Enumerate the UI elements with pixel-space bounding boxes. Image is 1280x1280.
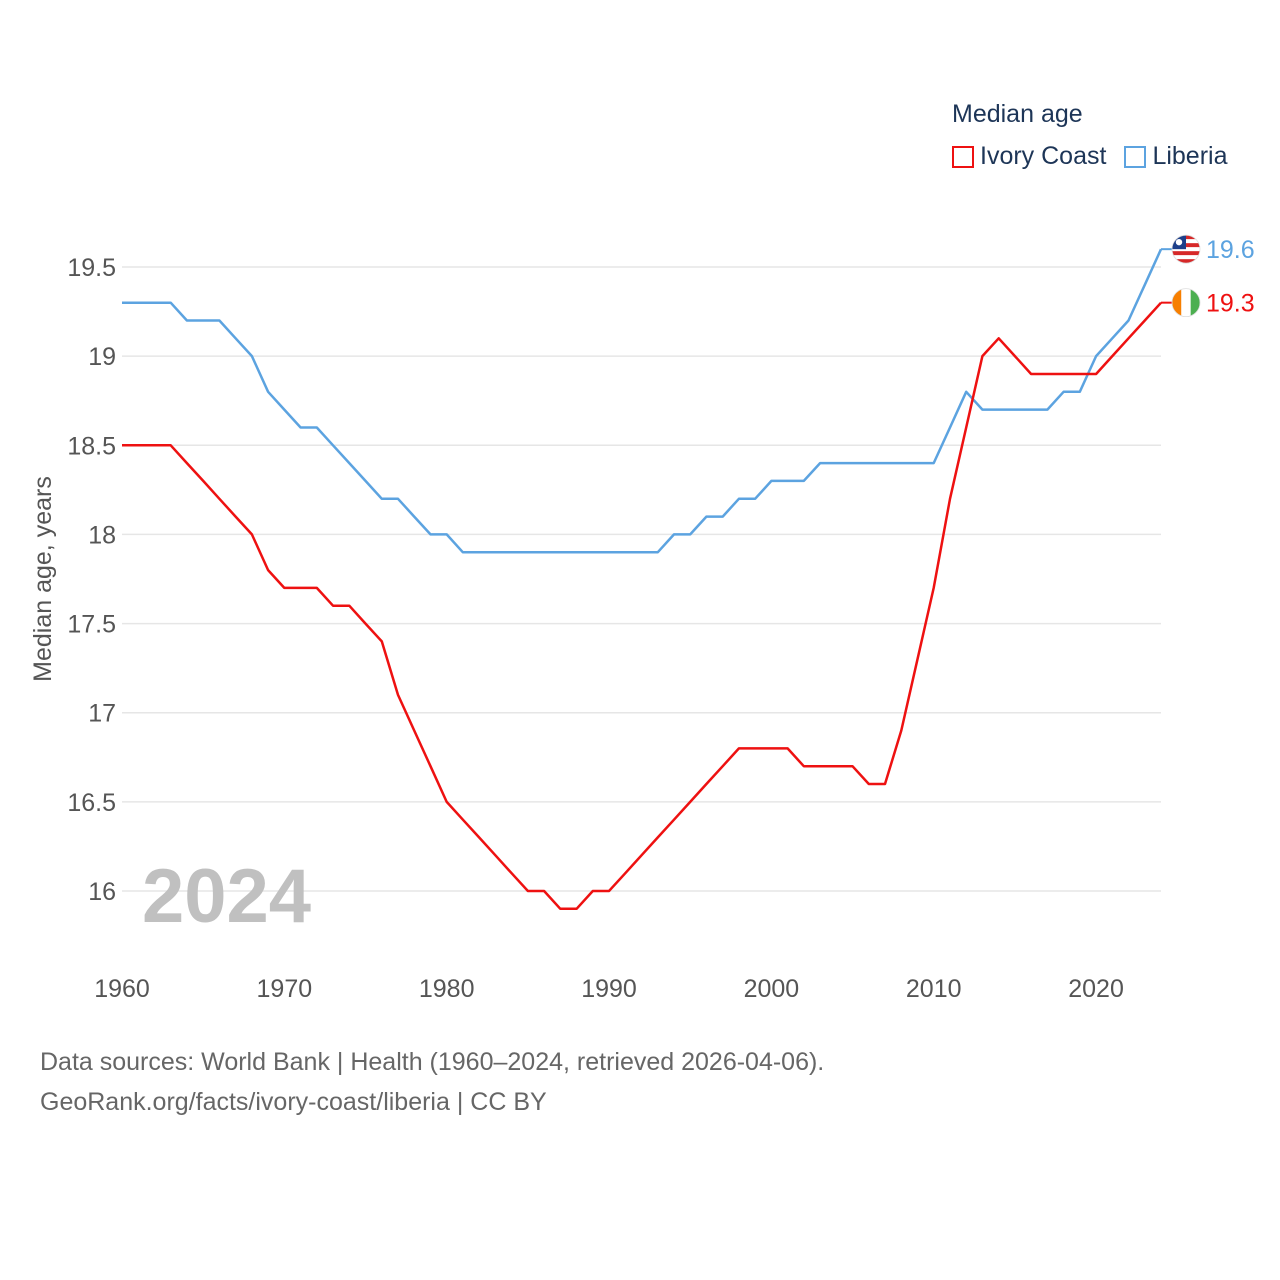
x-tick-label: 1970	[257, 975, 313, 1003]
legend-swatch-liberia	[1124, 145, 1147, 168]
end-labels: 19.3 19.6	[1161, 234, 1255, 318]
y-tick-label: 17	[88, 700, 116, 728]
x-tick-label: 1980	[419, 975, 475, 1003]
ivory-coast-flag-icon	[1171, 288, 1201, 318]
liberia-flag-icon	[1171, 234, 1201, 264]
x-tick-label: 2000	[744, 975, 800, 1003]
x-axis-ticks: 1960 1970 1980 1990 2000 2010 2020	[94, 975, 1124, 1003]
series-line-ivory-coast[interactable]	[122, 301, 1162, 911]
y-tick-label: 16	[88, 878, 116, 906]
x-tick-label: 2020	[1068, 975, 1124, 1003]
y-axis-label: Median age, years	[29, 476, 57, 682]
y-tick-label: 18.5	[67, 432, 116, 460]
series-lines	[122, 248, 1163, 911]
legend-swatch-ivory-coast	[952, 145, 974, 168]
year-watermark: 2024	[142, 854, 311, 939]
footer-source: Data sources: World Bank | Health (1960–…	[40, 1048, 825, 1076]
footer-attribution[interactable]: GeoRank.org/facts/ivory-coast/liberia | …	[40, 1088, 547, 1116]
footer: Data sources: World Bank | Health (1960–…	[40, 1042, 824, 1122]
x-tick-label: 1960	[94, 975, 150, 1003]
end-label-liberia: 19.6	[1206, 236, 1255, 264]
legend-title: Median age	[952, 100, 1083, 128]
y-tick-label: 19	[88, 343, 116, 371]
end-label-ivory-coast: 19.3	[1206, 290, 1255, 318]
y-tick-label: 17.5	[67, 611, 116, 639]
legend-item-ivory-coast[interactable]: Ivory Coast	[952, 142, 1106, 171]
legend: Ivory Coast Liberia	[952, 142, 1246, 171]
series-line-liberia[interactable]	[122, 248, 1163, 554]
y-tick-label: 18	[88, 521, 116, 549]
gridlines	[122, 266, 1161, 892]
y-tick-label: 19.5	[67, 254, 116, 282]
legend-label-ivory-coast: Ivory Coast	[980, 142, 1107, 170]
legend-item-liberia[interactable]: Liberia	[1124, 142, 1228, 171]
legend-label-liberia: Liberia	[1152, 142, 1228, 170]
x-tick-label: 1990	[581, 975, 637, 1003]
x-tick-label: 2010	[906, 975, 962, 1003]
y-axis-ticks: 16 16.5 17 17.5 18 18.5 19 19.5	[67, 254, 116, 906]
y-tick-label: 16.5	[67, 789, 116, 817]
